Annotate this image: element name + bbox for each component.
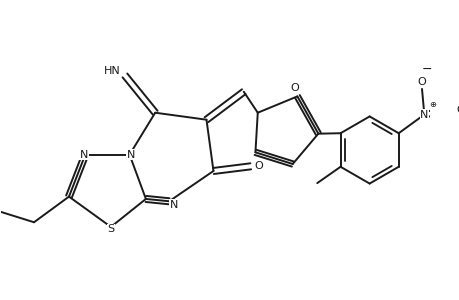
Text: O: O (455, 105, 459, 115)
Text: O: O (290, 83, 299, 93)
Text: −: − (420, 63, 431, 76)
Text: ⊕: ⊕ (428, 100, 435, 109)
Text: O: O (254, 161, 263, 171)
Text: HN: HN (103, 66, 120, 76)
Text: N: N (419, 110, 428, 120)
Text: N: N (79, 150, 88, 160)
Text: O: O (417, 77, 425, 87)
Text: N: N (127, 150, 135, 160)
Text: S: S (107, 224, 114, 234)
Text: N: N (169, 200, 178, 210)
